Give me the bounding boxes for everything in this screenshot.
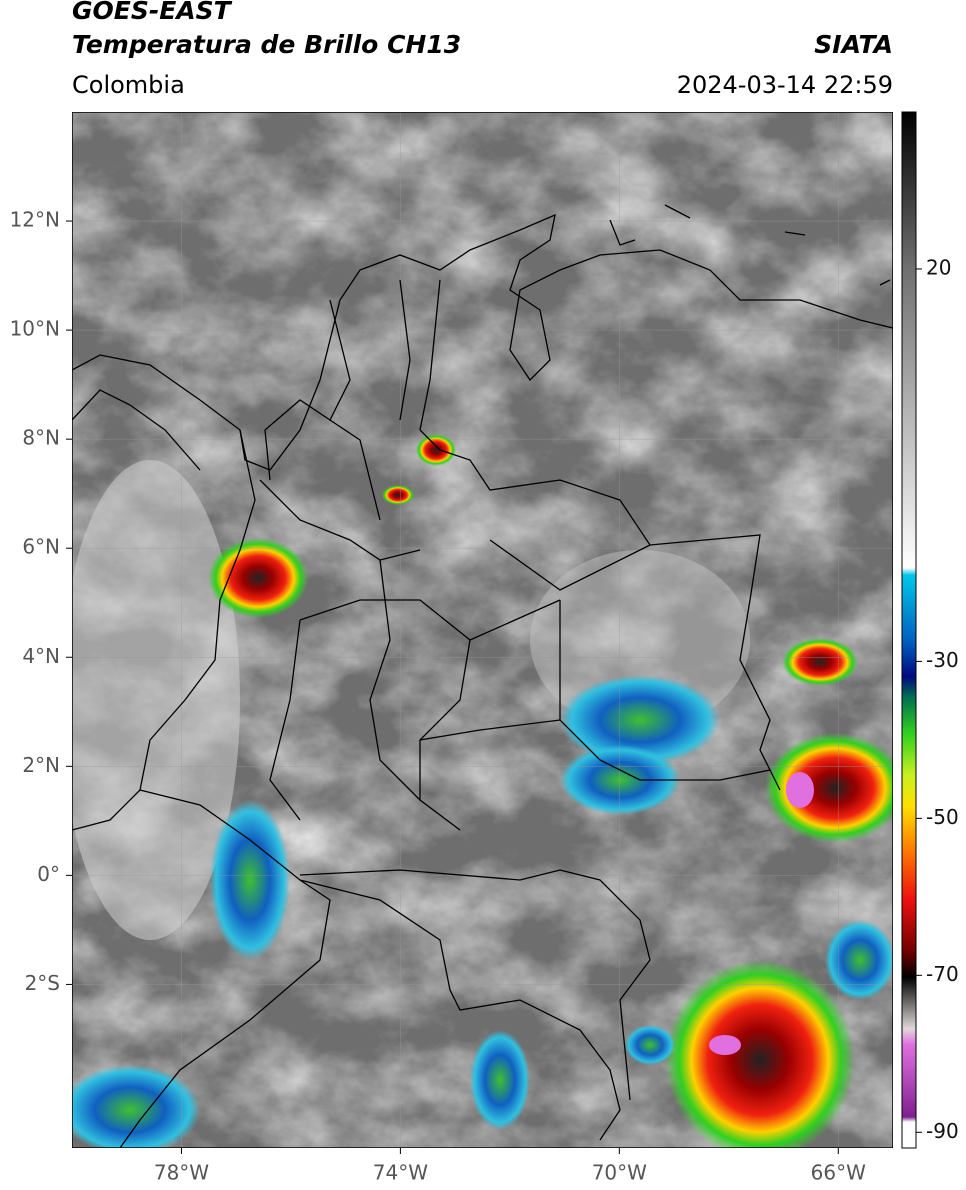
colorbar-tick-label: -90: [926, 1119, 959, 1143]
y-tick-label: 4°N: [22, 644, 60, 668]
colorbar-tick-label: -50: [926, 805, 959, 829]
y-tick-label: 12°N: [10, 208, 60, 232]
colorbar-tick-label: -30: [926, 648, 959, 672]
datetime: 2024-03-14 22:59: [677, 71, 893, 99]
source: SIATA: [814, 30, 893, 59]
y-tick-label: 2°S: [25, 971, 60, 995]
cloud-field: [72, 460, 240, 940]
y-tick-label: 10°N: [10, 317, 60, 341]
y-tick-label: 0°: [37, 862, 60, 886]
grid: [72, 112, 893, 1148]
title-product: Temperatura de Brillo CH13: [72, 30, 461, 59]
convection: [72, 434, 893, 1148]
colorbar-tick-label: -70: [926, 962, 959, 986]
y-tick-label: 8°N: [22, 426, 60, 450]
x-tick-label: 74°W: [373, 1161, 428, 1185]
title-satellite: GOES-EAST: [72, 0, 233, 25]
y-tick-label: 2°N: [22, 753, 60, 777]
colorbar: [901, 111, 917, 1149]
borders: [72, 204, 893, 1148]
colorbar-tick-label: 20: [926, 255, 951, 279]
y-tick-label: 6°N: [22, 535, 60, 559]
region: Colombia: [72, 71, 185, 99]
map-image: [72, 112, 893, 1148]
x-tick-label: 78°W: [154, 1161, 209, 1185]
x-tick-label: 66°W: [811, 1161, 866, 1185]
x-tick-label: 70°W: [592, 1161, 647, 1185]
cloud-field: [530, 550, 750, 730]
